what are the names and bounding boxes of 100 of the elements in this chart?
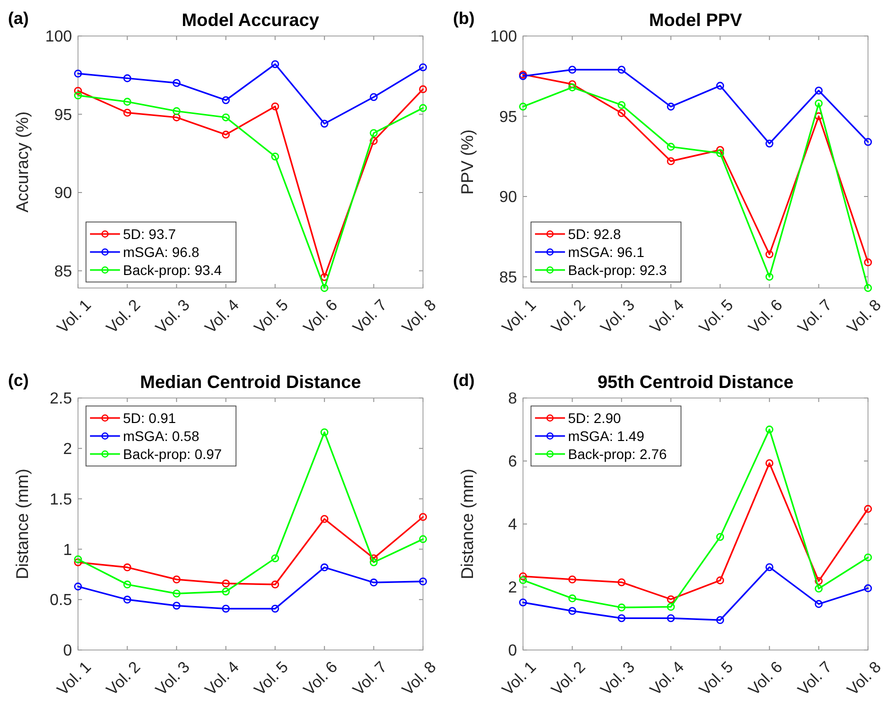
point <box>74 555 82 564</box>
point <box>568 594 576 602</box>
x-tick-label: Vol. 6 <box>300 658 342 700</box>
point <box>123 596 132 604</box>
x-tick-label: Vol. 1 <box>54 296 95 338</box>
x-tick-label: Vol. 2 <box>548 658 590 700</box>
x-tick-label: Vol. 5 <box>252 658 292 700</box>
point <box>765 459 774 468</box>
text: (b) <box>453 9 475 28</box>
chart-title: 95th Centroid Distance <box>597 372 794 392</box>
chart-title: Model Accuracy <box>182 10 320 30</box>
legend-label: Back-prop: 92.3 <box>568 262 668 278</box>
point <box>618 101 626 109</box>
legend-label: 5D: 0.91 <box>123 410 176 426</box>
point <box>172 590 181 598</box>
x-tick-label: Vol. 4 <box>647 658 688 700</box>
point <box>519 576 527 584</box>
y-tick-label: 90 <box>54 185 72 202</box>
x-tick-label: Vol. 2 <box>548 296 590 338</box>
point <box>864 504 872 513</box>
legend-label: mSGA: 1.49 <box>568 428 644 444</box>
y-tick-label: 95 <box>499 108 518 126</box>
point <box>320 515 328 523</box>
point <box>320 428 328 436</box>
point <box>172 113 181 122</box>
point <box>814 86 823 95</box>
y-tick-label: 1 <box>63 542 72 559</box>
point <box>123 108 132 117</box>
point <box>716 616 724 624</box>
point <box>419 512 427 521</box>
legend-label: mSGA: 96.8 <box>123 244 200 260</box>
y-tick-label: 95 <box>54 106 72 124</box>
point <box>666 595 675 604</box>
point <box>222 130 230 139</box>
legend-label: Back-prop: 2.76 <box>568 446 668 462</box>
y-tick-label: 8 <box>508 390 518 408</box>
x-tick-label: Vol. 4 <box>647 296 688 338</box>
y-tick-label: 2.5 <box>50 390 72 408</box>
y-axis-title: PPV (%) <box>458 129 477 195</box>
point <box>814 577 823 585</box>
x-tick-label: Vol. 3 <box>152 658 194 700</box>
y-tick-label: 6 <box>508 454 518 471</box>
point <box>123 98 132 106</box>
point <box>618 66 626 74</box>
point <box>666 614 675 622</box>
y-axis-title: Accuracy (%) <box>13 111 32 213</box>
x-tick-label: Vol. 3 <box>152 296 194 338</box>
point <box>716 82 724 90</box>
point <box>666 602 675 611</box>
point <box>370 558 378 566</box>
x-tick-label: Vol. 2 <box>104 658 144 700</box>
point <box>271 554 280 562</box>
x-tick-label: Vol. 8 <box>399 296 440 338</box>
point <box>716 532 724 541</box>
y-tick-label: 0 <box>508 642 518 660</box>
point <box>814 112 823 120</box>
x-tick-label: Vol. 5 <box>696 296 737 338</box>
point <box>618 578 626 586</box>
point <box>814 600 823 608</box>
point <box>864 258 872 266</box>
point <box>172 575 181 584</box>
x-tick-label: Vol. 7 <box>795 658 836 700</box>
point <box>864 284 872 292</box>
y-tick-label: 1.5 <box>50 491 72 508</box>
x-tick-label: Vol. 6 <box>300 296 342 338</box>
point <box>568 66 576 74</box>
x-tick-label: Vol. 6 <box>746 296 786 338</box>
point <box>271 152 280 160</box>
point <box>568 83 576 92</box>
point <box>370 136 378 145</box>
x-tick-label: Vol. 1 <box>499 658 540 700</box>
point <box>568 575 576 584</box>
x-tick-label: Vol. 1 <box>499 296 540 338</box>
y-tick-label: 85 <box>54 263 72 280</box>
point <box>765 426 774 434</box>
legend-label: 5D: 2.90 <box>568 410 622 426</box>
point <box>123 74 132 82</box>
point <box>74 70 82 78</box>
point <box>271 60 280 68</box>
legend-label: mSGA: 0.58 <box>123 428 200 444</box>
y-tick-label: 85 <box>499 269 518 286</box>
y-tick-label: 0.5 <box>50 592 72 610</box>
point <box>172 602 181 610</box>
x-tick-label: Vol. 3 <box>598 296 638 338</box>
point <box>814 99 823 108</box>
y-tick-label: 2 <box>508 580 518 597</box>
point <box>716 576 724 584</box>
point <box>370 129 378 137</box>
x-tick-label: Vol. 4 <box>202 658 243 700</box>
point <box>370 93 378 101</box>
point <box>74 558 82 566</box>
point <box>519 102 527 111</box>
point <box>172 107 181 116</box>
point <box>320 273 328 281</box>
point <box>74 92 82 100</box>
text: (d) <box>453 371 475 390</box>
point <box>222 96 230 104</box>
point <box>666 157 675 166</box>
point <box>618 604 626 612</box>
point <box>864 553 872 562</box>
